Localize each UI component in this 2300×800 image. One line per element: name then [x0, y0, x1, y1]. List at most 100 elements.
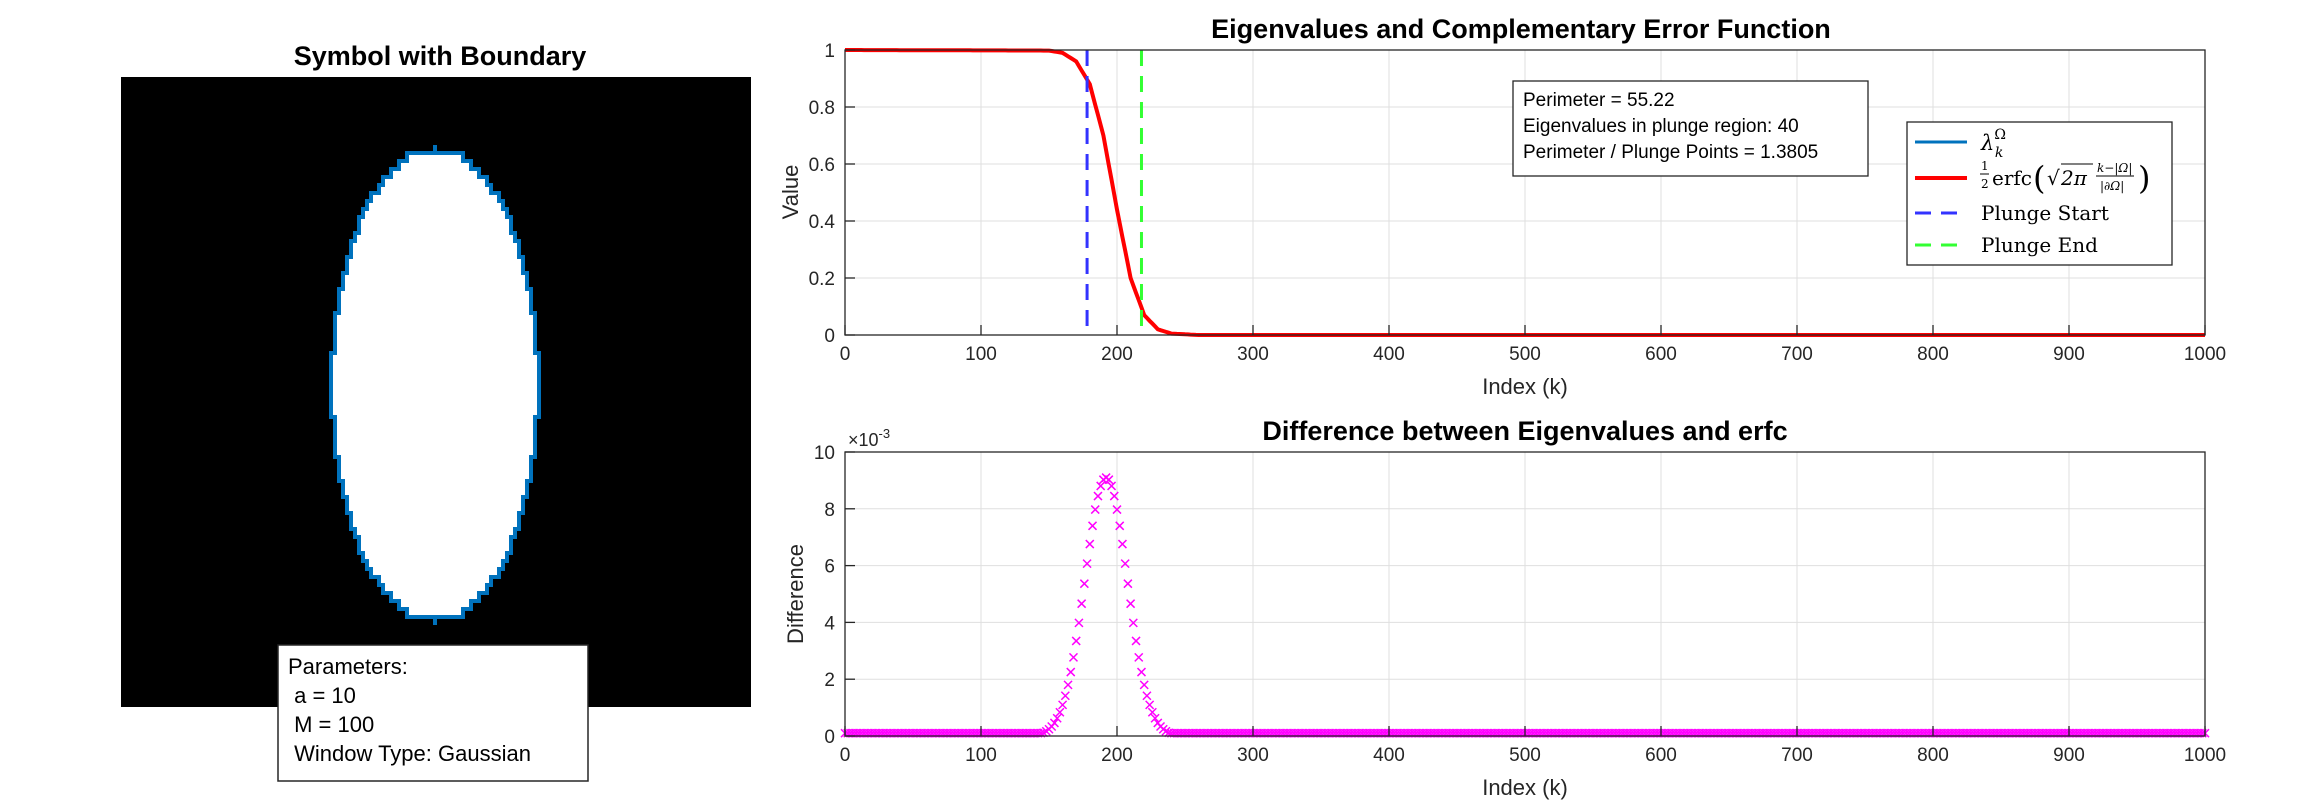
legend-erfc-half: 1 — [1981, 159, 1989, 173]
difference-marker — [1077, 599, 1087, 609]
chart2-ytick-label-4: 8 — [824, 500, 835, 521]
chart2-exponent: ×10-3 — [848, 426, 890, 450]
chart1-xtick-label-10: 1000 — [2184, 344, 2226, 365]
parameter-m: M = 100 — [288, 712, 374, 737]
difference-marker — [1082, 559, 1092, 569]
annotation-ratio: Perimeter / Plunge Points = 1.3805 — [1523, 142, 1818, 163]
chart1-ylabel: Value — [778, 165, 803, 220]
chart1-ytick-label-2: 0.4 — [809, 212, 836, 233]
chart2-ytick-label-0: 0 — [824, 727, 835, 748]
difference-marker — [1145, 700, 1155, 710]
parameters-heading: Parameters: — [288, 654, 408, 679]
chart2-ytick-label-2: 4 — [824, 613, 835, 634]
difference-marker — [1055, 707, 1065, 717]
difference-marker — [1142, 691, 1152, 701]
chart1-xtick-label-7: 700 — [1781, 344, 1813, 365]
chart1-xtick-label-2: 200 — [1101, 344, 1133, 365]
difference-marker — [1107, 481, 1117, 491]
legend-lambda: λ — [1980, 131, 1994, 155]
difference-marker — [1096, 481, 1106, 491]
difference-marker — [1052, 713, 1062, 723]
difference-marker — [1123, 579, 1133, 589]
chart1-xtick-label-9: 900 — [2053, 344, 2085, 365]
chart1-title: Eigenvalues and Complementary Error Func… — [1211, 14, 1831, 44]
legend-erfc-label: 1 2 erfc ( √ 2π k−|Ω| |∂Ω| ) — [1980, 159, 2150, 197]
chart2-ylabel: Difference — [783, 544, 808, 644]
chart2-xtick-label-3: 300 — [1237, 745, 1269, 766]
difference-marker — [1060, 691, 1070, 701]
legend-erfc-den: |∂Ω| — [2100, 179, 2124, 193]
difference-marker — [1074, 618, 1084, 628]
chart2-xtick-label-2: 200 — [1101, 745, 1133, 766]
chart2-ytick-label-3: 6 — [824, 557, 835, 578]
chart2-exponent-power: -3 — [879, 426, 891, 441]
difference-marker — [1115, 521, 1125, 531]
chart1-ytick-label-5: 1 — [824, 41, 835, 62]
chart2-xlabel: Index (k) — [1482, 775, 1568, 800]
legend-erfc-sqrt: √ — [2047, 166, 2060, 190]
chart2-ticks: 0 100 200 300 400 500 600 700 800 900 1000 0 2 4 6 8 10 — [814, 443, 2226, 766]
difference-marker — [1068, 652, 1079, 662]
legend-lambda-sub: k — [1995, 145, 2003, 161]
parameters-box-frame — [277, 644, 589, 782]
legend-plunge-start-label: Plunge Start — [1981, 201, 2109, 225]
chart1-xtick-label-3: 300 — [1237, 344, 1269, 365]
parameters-box: Parameters: a = 10 M = 100 Window Type: … — [277, 644, 589, 782]
difference-marker — [1150, 713, 1160, 723]
difference-marker — [1109, 491, 1119, 501]
chart2-xtick-label-9: 900 — [2053, 745, 2085, 766]
chart2-xtick-label-1: 100 — [965, 745, 997, 766]
legend-erfc-text: erfc — [1992, 166, 2032, 190]
chart2-xtick-label-4: 400 — [1373, 745, 1405, 766]
difference-marker — [1063, 680, 1073, 690]
difference-marker — [1049, 718, 1059, 728]
difference-marker — [1112, 505, 1122, 515]
chart1-ytick-label-0: 0 — [824, 326, 835, 347]
legend-eigenvalues-label: λΩ k — [1980, 127, 2006, 161]
difference-marker — [1090, 505, 1100, 515]
legend-lambda-sup: Ω — [1994, 127, 2006, 143]
chart1-ytick-label-3: 0.6 — [809, 155, 835, 176]
difference-marker — [1058, 700, 1068, 710]
difference-marker — [1147, 707, 1157, 717]
chart2-xtick-label-5: 500 — [1509, 745, 1541, 766]
difference-marker — [1117, 539, 1127, 549]
chart2-xtick-label-8: 800 — [1917, 745, 1949, 766]
chart2-xtick-label-10: 1000 — [2184, 745, 2226, 766]
annotation-frame — [1512, 80, 1869, 177]
legend-erfc-paren-open: ( — [2033, 159, 2045, 197]
chart2-ytick-label-1: 2 — [824, 670, 835, 691]
legend-erfc-half-den: 2 — [1981, 177, 1989, 191]
chart1-ticks: 0 100 200 300 400 500 600 700 800 900 1000 0 0.2 0.4 0… — [809, 41, 2227, 365]
legend-erfc-2pi: 2π — [2060, 166, 2088, 190]
difference-marker — [1126, 599, 1136, 609]
legend-erfc-num: k−|Ω| — [2097, 161, 2132, 175]
symbol-shape — [331, 145, 539, 625]
chart1-xtick-label-5: 500 — [1509, 344, 1541, 365]
chart1-ytick-label-1: 0.2 — [809, 269, 835, 290]
difference-marker — [1093, 491, 1103, 501]
legend-erfc-paren-close: ) — [2138, 159, 2150, 197]
symbol-panel-title: Symbol with Boundary — [294, 41, 587, 71]
chart2-title: Difference between Eigenvalues and erfc — [1262, 416, 1787, 446]
legend-frame — [1906, 121, 2173, 266]
eigenvalue-chart: Eigenvalues and Complementary Error Func… — [778, 14, 2226, 399]
annotation-perimeter: Perimeter = 55.22 — [1523, 90, 1675, 111]
chart1-xtick-label-0: 0 — [840, 344, 851, 365]
chart1-xtick-label-8: 800 — [1917, 344, 1949, 365]
difference-marker — [1136, 667, 1147, 677]
difference-marker — [1087, 521, 1098, 531]
parameter-a: a = 10 — [288, 683, 356, 708]
symbol-panel: Symbol with Boundary Parameters: a = 10 … — [121, 41, 751, 782]
chart2-xtick-label-6: 600 — [1645, 745, 1677, 766]
difference-marker — [1128, 618, 1138, 628]
chart1-xtick-label-4: 400 — [1373, 344, 1405, 365]
chart1-legend: λΩ k 1 2 erfc ( √ 2π k−|Ω| |∂Ω| ) Plunge … — [1906, 121, 2173, 266]
legend-plunge-end-label: Plunge End — [1981, 233, 2098, 257]
chart1-xlabel: Index (k) — [1482, 374, 1568, 399]
chart1-ytick-label-4: 0.8 — [809, 98, 835, 119]
difference-marker — [1134, 652, 1144, 662]
difference-marker — [1079, 579, 1089, 589]
difference-marker — [1066, 667, 1076, 677]
